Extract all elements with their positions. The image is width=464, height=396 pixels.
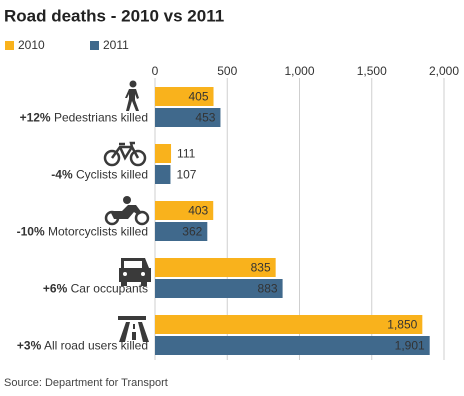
value-label: 1,850 bbox=[387, 318, 417, 332]
change-label: +6% bbox=[43, 282, 68, 296]
category-label: +6% Car occupants bbox=[43, 282, 148, 296]
legend-swatch bbox=[5, 41, 14, 50]
category-name: All road users killed bbox=[44, 339, 148, 353]
x-tick-label: 0 bbox=[152, 64, 159, 78]
legend-swatch bbox=[90, 41, 99, 50]
motorcycle-icon bbox=[104, 196, 150, 226]
value-label: 107 bbox=[176, 168, 196, 182]
value-label: 453 bbox=[195, 111, 215, 125]
chart-title: Road deaths - 2010 vs 2011 bbox=[4, 6, 224, 25]
pedestrian-icon bbox=[125, 80, 139, 111]
bicycle-icon bbox=[103, 141, 147, 167]
bar bbox=[155, 336, 430, 355]
category-name: Motorcyclists killed bbox=[48, 225, 148, 239]
x-tick-label: 1,000 bbox=[284, 64, 314, 78]
category-label: -10% Motorcyclists killed bbox=[17, 225, 148, 239]
x-tick-label: 2,000 bbox=[429, 64, 459, 78]
bar bbox=[155, 87, 214, 106]
category-name: Car occupants bbox=[71, 282, 148, 296]
category-label: +3% All road users killed bbox=[17, 339, 148, 353]
value-label: 403 bbox=[188, 204, 208, 218]
bar bbox=[155, 315, 423, 334]
bar bbox=[155, 279, 283, 298]
bar bbox=[155, 201, 214, 220]
value-label: 111 bbox=[177, 147, 196, 161]
category-name: Pedestrians killed bbox=[54, 111, 148, 125]
change-label: -4% bbox=[51, 168, 73, 182]
category-label: +12% Pedestrians killed bbox=[20, 111, 148, 125]
legend-label: 2011 bbox=[103, 38, 129, 52]
change-label: -10% bbox=[17, 225, 45, 239]
value-label: 405 bbox=[188, 90, 208, 104]
bar bbox=[155, 258, 276, 277]
change-label: +12% bbox=[20, 111, 51, 125]
category-label: -4% Cyclists killed bbox=[51, 168, 148, 182]
icons bbox=[103, 80, 151, 342]
x-tick-label: 500 bbox=[217, 64, 237, 78]
bar bbox=[155, 108, 221, 127]
bar bbox=[155, 165, 171, 184]
motorway-icon bbox=[118, 316, 149, 342]
legend-label: 2010 bbox=[18, 38, 45, 52]
value-label: 362 bbox=[182, 225, 202, 239]
category-name: Cyclists killed bbox=[76, 168, 148, 182]
bar bbox=[155, 222, 208, 241]
x-tick-label: 1,500 bbox=[357, 64, 387, 78]
value-label: 883 bbox=[258, 282, 278, 296]
source: Source: Department for Transport bbox=[4, 377, 168, 389]
car-icon bbox=[119, 258, 151, 286]
value-label: 1,901 bbox=[395, 339, 425, 353]
value-label: 835 bbox=[251, 261, 271, 275]
bar bbox=[155, 144, 172, 163]
change-label: +3% bbox=[17, 339, 42, 353]
